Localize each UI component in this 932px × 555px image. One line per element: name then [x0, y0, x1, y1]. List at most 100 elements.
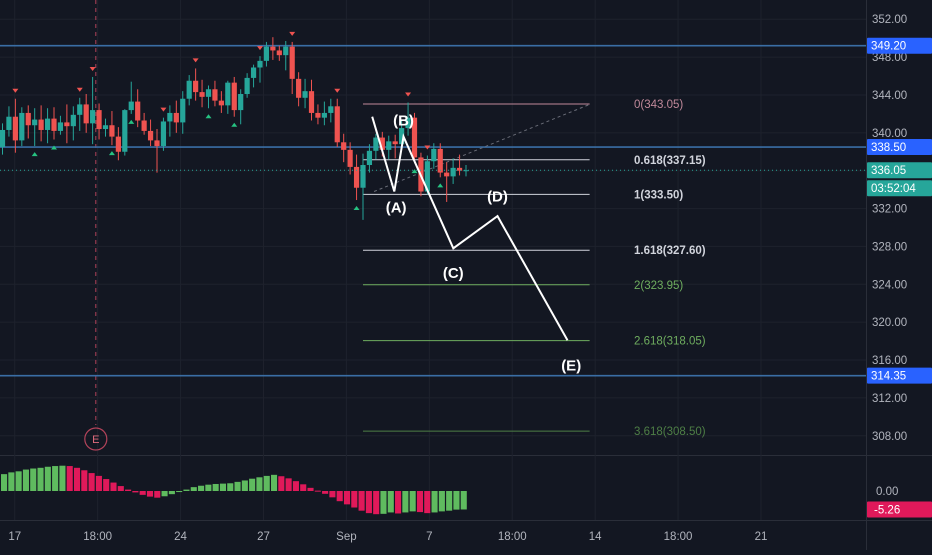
wave-label: (B) [393, 113, 414, 130]
oscillator-bar [176, 491, 183, 493]
time-tick-label: 17 [8, 531, 21, 543]
oscillator-bar [329, 491, 336, 498]
candle-body [283, 46, 289, 56]
oscillator-bar [263, 475, 270, 491]
candle-body [399, 128, 405, 145]
oscillator-bar [227, 483, 234, 491]
candle-body [463, 170, 469, 172]
oscillator-bar [453, 491, 460, 510]
candles [0, 37, 469, 220]
oscillator-bar [402, 491, 409, 513]
price-tick-label: 332.00 [872, 204, 907, 216]
fractal-up-arrow [437, 183, 444, 188]
candle-body [250, 67, 257, 78]
fractal-down-arrow [289, 31, 296, 36]
oscillator-bar [198, 485, 205, 491]
oscillator-bar [132, 491, 139, 493]
event-marker-circle[interactable] [84, 427, 108, 451]
oscillator-bar [168, 491, 175, 495]
oscillator-bar [336, 491, 343, 502]
price-tick-label: 344.00 [872, 90, 907, 102]
fib-extension[interactable]: 0(343.05) 0.618(337.15) 1(333.50) 1.618(327… [362, 99, 706, 438]
oscillator-bar [139, 491, 146, 495]
candle-body [19, 112, 25, 141]
price-tick-label: 316.00 [872, 355, 907, 367]
oscillator-bar [300, 484, 307, 491]
oscillator-bar [409, 491, 416, 512]
wave-label: (C) [443, 265, 464, 282]
oscillator-bar [212, 483, 219, 491]
candle-body [218, 100, 224, 106]
candle-body [270, 46, 276, 51]
oscillator-bar [15, 471, 22, 491]
time-axis[interactable]: 17 18:00 24 27 Sep 7 18:00 14 18:00 21 [8, 531, 767, 543]
elliott-wave-path[interactable] [371, 116, 569, 341]
time-tick-label: 18:00 [664, 531, 693, 543]
fractal-down-arrow [76, 87, 83, 92]
candle-body [70, 114, 76, 127]
candle-body [38, 119, 44, 130]
oscillator-bar [343, 491, 351, 505]
oscillator-bar [161, 491, 168, 497]
oscillator-bar [292, 481, 299, 491]
candle-body [373, 137, 379, 151]
oscillator-bar [460, 491, 467, 510]
candle-body [347, 149, 353, 167]
candle-body [186, 80, 192, 99]
bar-countdown-badge-bg [867, 180, 932, 197]
price-tick-label: 320.00 [872, 317, 907, 329]
price-tick-label: 352.00 [872, 14, 907, 26]
fractal-down-arrow [160, 107, 167, 112]
oscillator-bar [110, 482, 117, 491]
oscillator-bar [22, 469, 29, 491]
candle-body [57, 122, 64, 131]
candle-body [437, 148, 443, 173]
fractal-down-arrow [12, 88, 19, 93]
candle-body [51, 118, 57, 131]
candle-body [392, 141, 398, 145]
time-tick-label: 24 [174, 531, 187, 543]
candle-body [411, 117, 418, 158]
candle-body [296, 78, 302, 98]
wave-label: (A) [386, 200, 407, 217]
oscillator-bar [416, 491, 424, 513]
oscillator-bar [395, 491, 402, 514]
oscillator-bar [95, 475, 102, 491]
oscillator-bar [154, 491, 161, 498]
oscillator-bar [205, 484, 212, 491]
price-tick-label: 348.00 [872, 52, 907, 64]
fib-level-label: 3.618(308.50) [634, 426, 706, 438]
candle-body [341, 142, 347, 150]
oscillator-bar [52, 466, 59, 491]
candle-body [141, 120, 147, 131]
candle-body [12, 116, 18, 141]
candle-body [77, 104, 83, 115]
candle-body [321, 112, 327, 118]
fractal-down-arrow [334, 88, 341, 93]
event-marker-label: E [92, 434, 99, 446]
candle-body [238, 94, 244, 111]
current-price-badge-bg [867, 162, 932, 179]
oscillator-bar [446, 491, 453, 511]
price-axis[interactable]: 352.00348.00344.00340.00336.00332.00328.… [872, 14, 907, 443]
oscillator-bar [125, 489, 132, 491]
candle-body [276, 50, 282, 56]
fractal-up-arrow [411, 169, 418, 174]
level-price-badge-bg [867, 367, 932, 384]
wave-label: (D) [487, 188, 508, 205]
time-tick-label: Sep [336, 531, 356, 543]
oscillator-bar [380, 491, 387, 514]
candle-body [167, 112, 173, 122]
oscillator-bar [44, 466, 51, 491]
candle-body [315, 112, 321, 118]
bar-countdown-badge: 03:52:04 [867, 180, 932, 197]
fractal-up-arrow [108, 151, 115, 156]
fractal-down-arrow [405, 92, 412, 97]
fib-trend-line[interactable] [373, 103, 590, 192]
level-price-badge-text: 314.35 [871, 371, 906, 383]
oscillator-bar [256, 477, 263, 491]
candle-body [147, 130, 154, 141]
oscillator-bar [285, 478, 292, 491]
fib-level-label: 0(343.05) [634, 99, 683, 111]
